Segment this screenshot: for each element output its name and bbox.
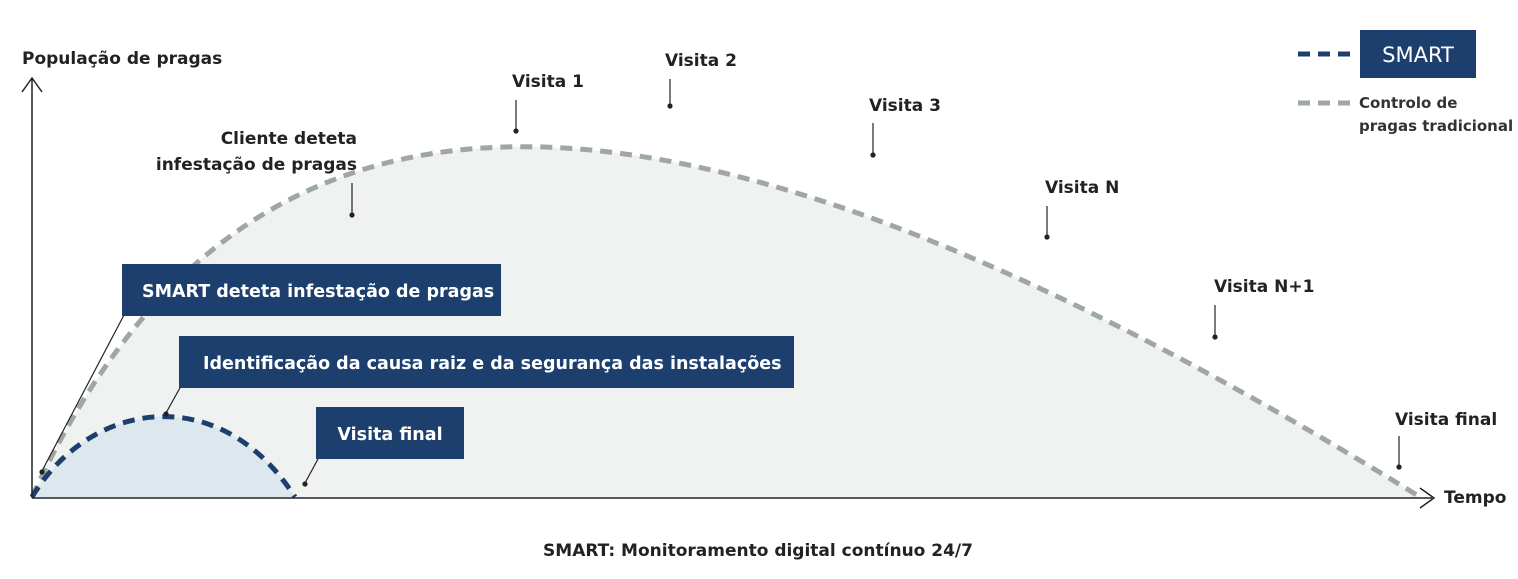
smart-connector-dots [39, 411, 308, 487]
caption: SMART: Monitoramento digital contínuo 24… [543, 541, 973, 561]
marker-final-dot [1396, 464, 1402, 470]
smart-final-box-text: Visita final [337, 425, 442, 445]
smart-root-cause-box-bg [179, 336, 794, 388]
legend-traditional-line1: Controlo de [1359, 94, 1457, 112]
smart-detect-box-bg [122, 264, 501, 316]
label-detect-line1: Cliente deteta [221, 129, 357, 149]
marker-visitN-dot [1044, 234, 1050, 240]
smart-root-cause-box-text: Identificação da causa raiz e da seguran… [203, 354, 782, 374]
label-visitN1: Visita N+1 [1214, 277, 1314, 297]
smart-final-box-bg [316, 407, 464, 459]
legend-smart-label: SMART [1382, 43, 1454, 67]
marker-visitN1-dot [1212, 334, 1218, 340]
label-visit1: Visita 1 [512, 72, 584, 92]
smart-final-connector [304, 458, 319, 484]
y-axis-arrow [21, 76, 43, 93]
x-axis-label: Tempo [1444, 488, 1506, 508]
smart-detect-box-text: SMART deteta infestação de pragas [142, 282, 494, 302]
label-final: Visita final [1395, 410, 1497, 430]
smart-detect-box: SMART deteta infestação de pragas [122, 264, 501, 316]
legend-traditional-line2: pragas tradicional [1359, 117, 1513, 135]
smart-detect-dot [39, 469, 45, 475]
legend: SMART Controlo de pragas tradicional [1298, 30, 1513, 135]
smart-root-cause-box: Identificação da causa raiz e da seguran… [179, 336, 794, 388]
smart-final-dot [302, 481, 308, 487]
marker-detect-dot [349, 212, 355, 218]
smart-detect-connector [41, 314, 125, 472]
traditional-markers [351, 79, 1400, 466]
marker-visit2-dot [667, 103, 673, 109]
smart-final-box: Visita final [316, 407, 464, 459]
label-detect-line2: infestação de pragas [156, 155, 357, 175]
axes [21, 76, 1436, 509]
traditional-marker-dots [349, 103, 1402, 470]
traditional-curve-line [29, 144, 1422, 500]
label-visit2: Visita 2 [665, 51, 737, 71]
smart-root-dot [163, 411, 169, 417]
label-visitN: Visita N [1045, 178, 1119, 198]
smart-curve-area [32, 416, 295, 497]
marker-visit3-dot [870, 152, 876, 158]
x-axis-arrow [1419, 487, 1436, 509]
y-axis-label: População de pragas [22, 49, 222, 69]
smart-curve-line [29, 414, 298, 499]
marker-visit1-dot [513, 128, 519, 134]
smart-connectors [41, 314, 319, 484]
smart-root-connector [165, 385, 182, 414]
legend-smart-box [1360, 30, 1476, 78]
label-visit3: Visita 3 [869, 96, 941, 116]
